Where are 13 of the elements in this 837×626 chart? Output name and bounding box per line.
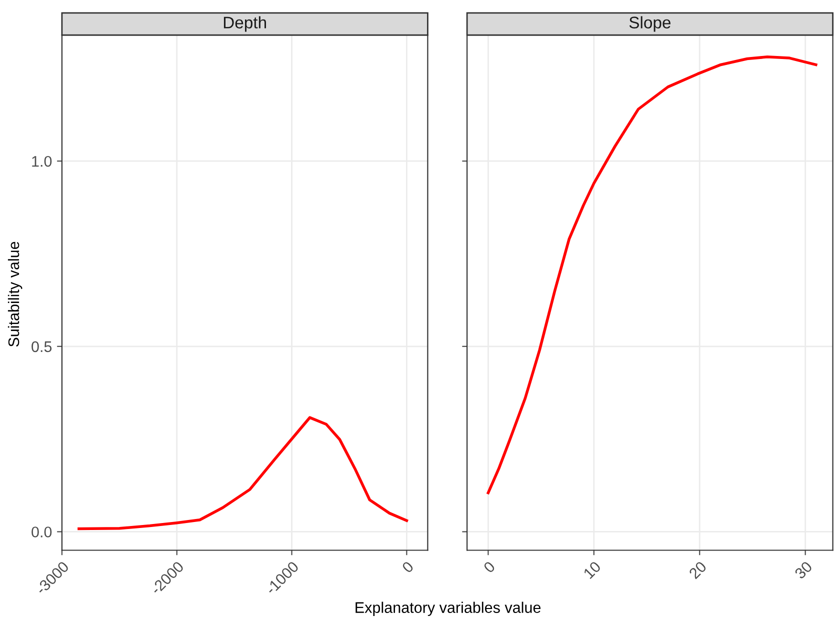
- y-tick-label: 1.0: [32, 156, 52, 167]
- y-tick-label: 0.0: [32, 526, 52, 538]
- x-axis-title: Explanatory variables value: [356, 602, 541, 616]
- chart-title: Depth: [224, 16, 266, 32]
- x-tick-label: 20: [688, 560, 708, 580]
- chart-title: Slope: [629, 16, 671, 32]
- y-axis-title: Suitability value: [8, 242, 22, 347]
- line-series: [78, 416, 408, 530]
- x-tick-label: 30: [794, 560, 813, 580]
- x-tick-label: 0: [401, 560, 414, 574]
- y-tick-label: 0.5: [32, 341, 52, 352]
- x-tick-label: 0: [482, 560, 496, 574]
- x-tick-label: 10: [582, 560, 602, 580]
